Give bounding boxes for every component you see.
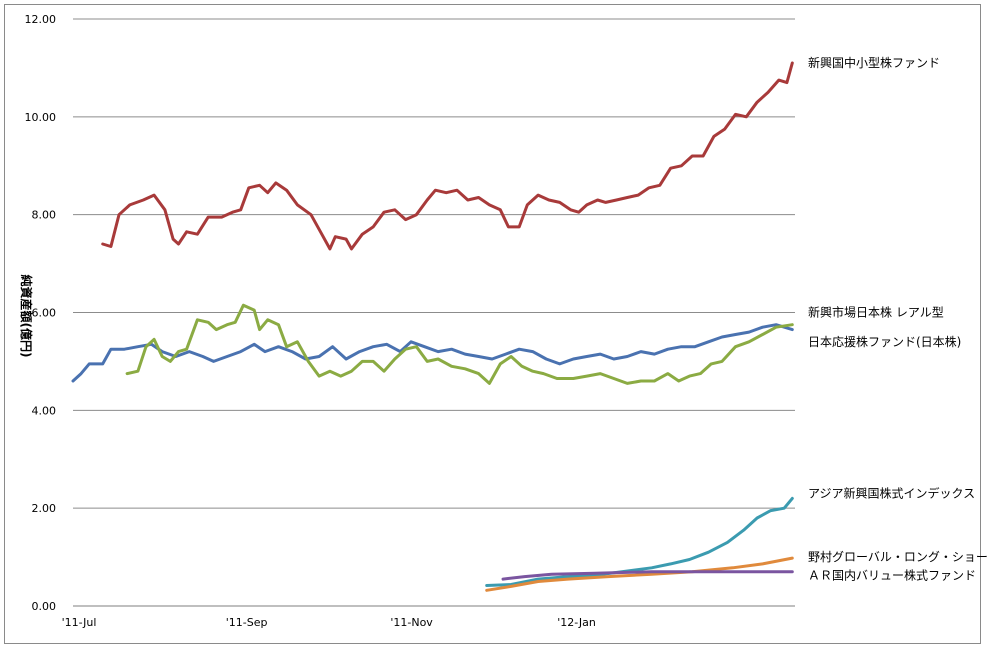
x-tick-label: '12-Jan	[557, 616, 596, 629]
x-tick-label: '11-Sep	[226, 616, 268, 629]
y-tick-label: 2.00	[32, 502, 57, 515]
gridlines	[73, 18, 795, 607]
x-axis-ticks: '11-Jul '11-Sep '11-Nov '12-Jan	[62, 616, 596, 629]
series-line	[101, 61, 794, 251]
x-tick-label: '11-Jul	[62, 616, 97, 629]
series-line	[71, 323, 794, 383]
chart-frame	[4, 4, 981, 644]
series-label: ＡＲ国内バリュー株式ファンド	[808, 568, 976, 583]
y-tick-label: 10.00	[25, 111, 57, 124]
y-axis-ticks: 0.00 2.00 4.00 6.00 8.00 10.00 12.00	[25, 13, 57, 613]
y-axis-label: 純資産額(億円)	[19, 275, 34, 358]
y-tick-label: 6.00	[32, 307, 57, 320]
series-label: アジア新興国株式インデックス	[808, 485, 975, 500]
series-label: 野村グローバル・ロング・ショート	[808, 550, 987, 564]
x-tick-label: '11-Nov	[390, 616, 433, 629]
y-tick-label: 0.00	[32, 600, 57, 613]
series-line	[501, 570, 794, 581]
y-tick-label: 8.00	[32, 209, 57, 222]
series-line	[485, 496, 794, 587]
series-line	[125, 303, 794, 385]
y-tick-label: 4.00	[32, 404, 57, 417]
series-label: 新興市場日本株 レアル型	[808, 305, 944, 320]
series-lines	[71, 61, 794, 592]
y-tick-label: 12.00	[25, 13, 57, 26]
series-line	[485, 556, 794, 592]
series-label: 新興国中小型株ファンド	[808, 55, 940, 70]
series-label: 日本応援株ファンド(日本株)	[808, 334, 961, 349]
